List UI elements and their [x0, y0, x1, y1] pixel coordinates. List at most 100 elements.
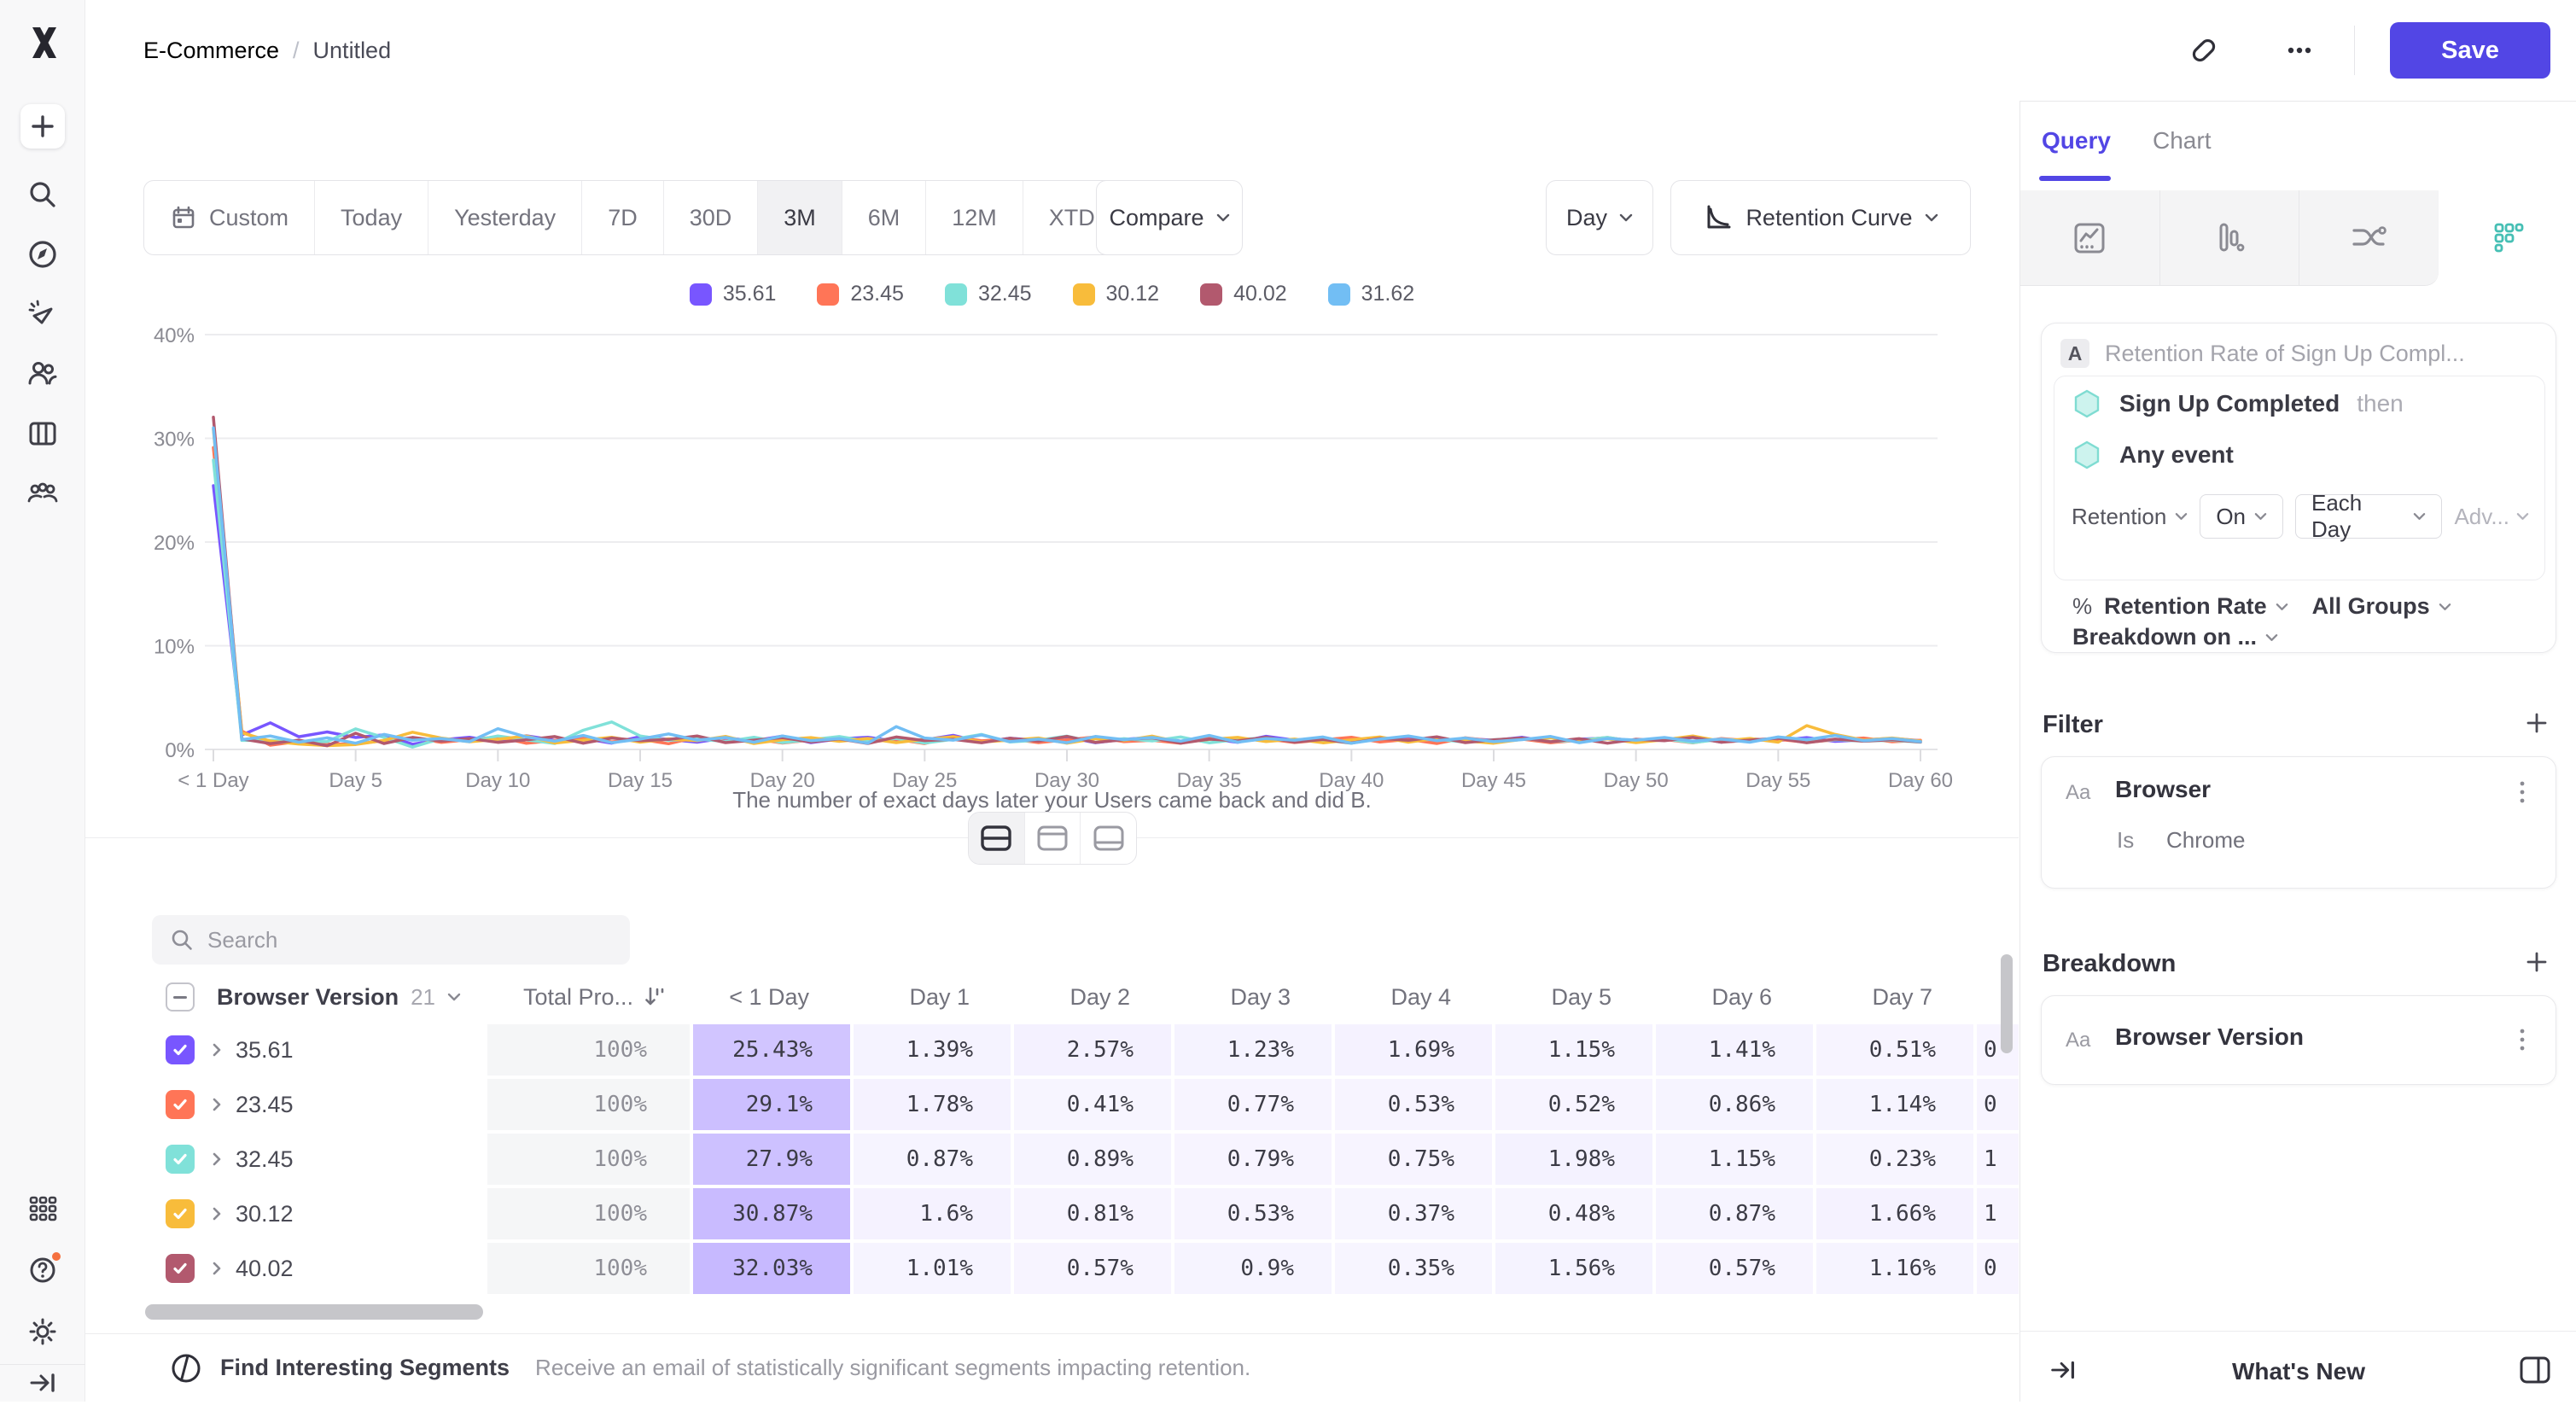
- sidebar-users-button[interactable]: [20, 352, 65, 396]
- chevron-right-icon[interactable]: [210, 1151, 224, 1168]
- row-name-cell[interactable]: 35.61: [145, 1024, 487, 1076]
- retention-cell[interactable]: 0.86%: [1656, 1079, 1813, 1130]
- retention-cell[interactable]: 1.98%: [1495, 1134, 1652, 1185]
- retention-cell[interactable]: 1.16%: [1816, 1243, 1973, 1294]
- retention-cell[interactable]: 0.35%: [1335, 1243, 1492, 1294]
- retention-cell[interactable]: 1.15%: [1656, 1134, 1813, 1185]
- column-header-day-2[interactable]: Day 2: [1014, 970, 1171, 1024]
- save-button[interactable]: Save: [2390, 22, 2550, 79]
- row-checkbox[interactable]: [166, 1145, 195, 1174]
- first-event-row[interactable]: Sign Up Completed then: [2072, 388, 2404, 419]
- on-dropdown[interactable]: On: [2200, 494, 2283, 539]
- retention-cell[interactable]: 1.56%: [1495, 1243, 1652, 1294]
- retention-cell[interactable]: 25.43%: [693, 1024, 850, 1076]
- breakdown-on-dropdown[interactable]: Breakdown on ...: [2072, 624, 2278, 650]
- retention-cell[interactable]: 0.81%: [1014, 1188, 1171, 1239]
- retention-cell[interactable]: 0.51%: [1816, 1024, 1973, 1076]
- row-checkbox[interactable]: [166, 1035, 195, 1064]
- retention-cell[interactable]: 0.41%: [1014, 1079, 1171, 1130]
- sidebar-cohorts-button[interactable]: [20, 471, 65, 516]
- interesting-segments-bar[interactable]: Find Interesting Segments Receive an ema…: [85, 1334, 2019, 1402]
- add-filter-button[interactable]: [2523, 709, 2550, 737]
- legend-item-35.61[interactable]: 35.61: [690, 282, 777, 306]
- column-header-day-5[interactable]: Day 5: [1495, 970, 1652, 1024]
- legend-item-31.62[interactable]: 31.62: [1328, 282, 1415, 306]
- filter-property[interactable]: Browser: [2115, 776, 2211, 803]
- sidebar-search-button[interactable]: [20, 172, 65, 217]
- retention-cell[interactable]: 1.6%: [854, 1188, 1011, 1239]
- retention-cell[interactable]: 1.66%: [1816, 1188, 1973, 1239]
- sidebar-expand-button[interactable]: [20, 1361, 65, 1405]
- groups-dropdown[interactable]: All Groups: [2312, 593, 2451, 620]
- filter-kebab-menu[interactable]: [2509, 778, 2535, 807]
- legend-item-40.02[interactable]: 40.02: [1200, 282, 1287, 306]
- range-yesterday[interactable]: Yesterday: [428, 181, 581, 254]
- vertical-scrollbar[interactable]: [2001, 954, 2013, 1053]
- chevron-right-icon[interactable]: [210, 1041, 224, 1058]
- sidebar-help-button[interactable]: [20, 1248, 65, 1292]
- range-30d[interactable]: 30D: [663, 181, 758, 254]
- sidebar-apps-button[interactable]: [20, 1186, 65, 1231]
- row-name-cell[interactable]: 40.02: [145, 1243, 487, 1294]
- retention-cell[interactable]: 29.1%: [693, 1079, 850, 1130]
- column-header--1-day[interactable]: < 1 Day: [693, 970, 850, 1024]
- retention-cell[interactable]: 1.23%: [1174, 1024, 1332, 1076]
- sidebar-explore-button[interactable]: [20, 232, 65, 277]
- retention-cell[interactable]: 0.23%: [1816, 1134, 1973, 1185]
- report-type-funnels-button[interactable]: [2160, 190, 2300, 286]
- retention-cell[interactable]: 0.87%: [854, 1134, 1011, 1185]
- filter-value[interactable]: Chrome: [2166, 827, 2245, 854]
- measure-dropdown[interactable]: Retention Rate: [2104, 593, 2288, 620]
- tab-query[interactable]: Query: [2042, 127, 2111, 154]
- layout-table-only-button[interactable]: [1080, 813, 1136, 864]
- range-12m[interactable]: 12M: [925, 181, 1023, 254]
- step-title[interactable]: Retention Rate of Sign Up Compl...: [2105, 341, 2465, 367]
- chevron-right-icon[interactable]: [210, 1260, 224, 1277]
- filter-card[interactable]: Aa Browser Is Chrome: [2041, 756, 2556, 889]
- retention-cell[interactable]: 30.87%: [693, 1188, 850, 1239]
- retention-cell[interactable]: 1.69%: [1335, 1024, 1492, 1076]
- retention-cell[interactable]: 0.37%: [1335, 1188, 1492, 1239]
- breakdown-kebab-menu[interactable]: [2509, 1025, 2535, 1054]
- retention-cell[interactable]: 0.87%: [1656, 1188, 1813, 1239]
- add-breakdown-button[interactable]: [2523, 948, 2550, 976]
- retention-cell[interactable]: 0.9%: [1174, 1243, 1332, 1294]
- compare-button[interactable]: Compare: [1096, 180, 1243, 255]
- whats-new-link[interactable]: What's New: [2020, 1358, 2576, 1385]
- retention-cell[interactable]: 0.48%: [1495, 1188, 1652, 1239]
- breadcrumb-project[interactable]: E-Commerce: [143, 38, 279, 64]
- legend-item-32.45[interactable]: 32.45: [945, 282, 1032, 306]
- retention-cell[interactable]: 1.39%: [854, 1024, 1011, 1076]
- row-checkbox[interactable]: [166, 1090, 195, 1119]
- retention-cell[interactable]: 1.41%: [1656, 1024, 1813, 1076]
- retention-cell[interactable]: 0.53%: [1335, 1079, 1492, 1130]
- column-header-day-1[interactable]: Day 1: [854, 970, 1011, 1024]
- range-7d[interactable]: 7D: [581, 181, 663, 254]
- column-header-day-7[interactable]: Day 7: [1816, 970, 1973, 1024]
- chart-type-dropdown[interactable]: Retention Curve: [1670, 180, 1971, 255]
- select-all-checkbox[interactable]: [166, 982, 195, 1011]
- retention-mode-dropdown[interactable]: Retention: [2072, 504, 2188, 530]
- retention-cell[interactable]: 0.52%: [1495, 1079, 1652, 1130]
- breadcrumb-report-title[interactable]: Untitled: [313, 38, 392, 64]
- range-today[interactable]: Today: [314, 181, 428, 254]
- row-checkbox[interactable]: [166, 1254, 195, 1283]
- range-custom[interactable]: Custom: [144, 181, 314, 254]
- tab-chart[interactable]: Chart: [2153, 127, 2211, 154]
- total-column-header[interactable]: Total Pro...: [487, 970, 690, 1024]
- breakdown-card[interactable]: Aa Browser Version: [2041, 995, 2556, 1085]
- retention-cell[interactable]: 0.89%: [1014, 1134, 1171, 1185]
- chevron-right-icon[interactable]: [210, 1096, 224, 1113]
- retention-cell[interactable]: 2.57%: [1014, 1024, 1171, 1076]
- sidebar-boards-button[interactable]: [20, 411, 65, 456]
- chevron-right-icon[interactable]: [210, 1205, 224, 1222]
- legend-item-30.12[interactable]: 30.12: [1073, 282, 1160, 306]
- report-type-flows-button[interactable]: [2299, 190, 2439, 286]
- row-name-cell[interactable]: 30.12: [145, 1188, 487, 1239]
- column-header-day-6[interactable]: Day 6: [1656, 970, 1813, 1024]
- retention-cell[interactable]: 0.57%: [1014, 1243, 1171, 1294]
- granularity-dropdown[interactable]: Day: [1546, 180, 1653, 255]
- retention-cell[interactable]: 1.14%: [1816, 1079, 1973, 1130]
- report-type-insights-button[interactable]: [2020, 190, 2160, 286]
- breakdown-property[interactable]: Browser Version: [2115, 1023, 2304, 1051]
